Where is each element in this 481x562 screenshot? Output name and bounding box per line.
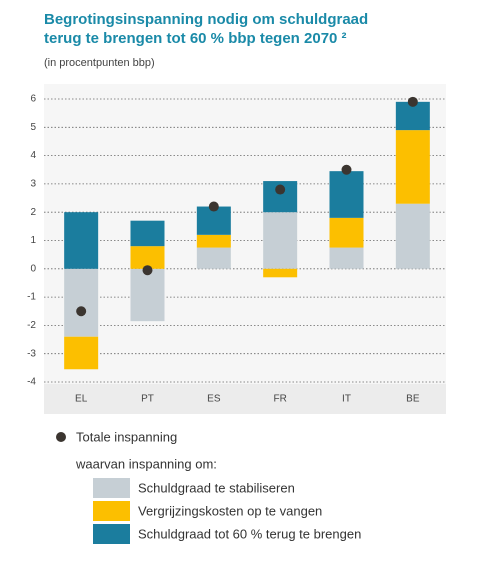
- total-dot: [142, 265, 153, 276]
- legend-label: Schuldgraad te stabiliseren: [138, 480, 295, 495]
- total-dot: [76, 306, 87, 317]
- bar-segment: [329, 171, 364, 218]
- chart-title: Begrotingsinspanning nodig om schuldgraa…: [44, 11, 368, 28]
- total-dot: [275, 184, 286, 195]
- bar-segment: [395, 203, 430, 269]
- y-tick-label: 5: [30, 122, 36, 133]
- x-tick-label: IT: [342, 394, 351, 405]
- y-tick-label: -3: [27, 348, 36, 359]
- y-tick-label: 3: [30, 179, 36, 190]
- x-tick-label: ES: [207, 394, 221, 405]
- bar-segment: [395, 130, 430, 204]
- legend-dot: [56, 432, 66, 442]
- bar-segment: [329, 247, 364, 269]
- bar-segment: [196, 247, 231, 269]
- y-tick-label: 2: [30, 207, 36, 218]
- legend-swatch: [93, 501, 130, 521]
- plot-background: [44, 84, 446, 414]
- bar-segment: [263, 212, 298, 269]
- bar-segment: [263, 268, 298, 278]
- legend-label: Schuldgraad tot 60 % terug te brengen: [138, 526, 361, 541]
- y-tick-label: 4: [30, 150, 36, 161]
- legend-swatch: [93, 524, 130, 544]
- bar-segment: [130, 268, 165, 322]
- total-dot: [407, 96, 418, 107]
- chart-title: terug te brengen tot 60 % bbp tegen 2070…: [44, 30, 347, 47]
- bar-segment: [64, 336, 99, 370]
- x-tick-label: FR: [273, 394, 286, 405]
- bar-segment: [130, 220, 165, 247]
- bar-segment: [64, 268, 99, 337]
- chart-subtitle: (in procentpunten bbp): [44, 57, 155, 69]
- total-dot: [208, 201, 219, 212]
- legend-label: Vergrijzingskosten op te vangen: [138, 503, 322, 518]
- total-dot: [341, 164, 352, 175]
- y-tick-label: 1: [30, 235, 36, 246]
- y-tick-label: 0: [30, 263, 36, 274]
- legend-swatch: [93, 478, 130, 498]
- bar-segment: [64, 212, 99, 269]
- y-tick-label: -2: [27, 320, 36, 331]
- x-tick-label: BE: [406, 394, 420, 405]
- legend-label: Totale inspanning: [76, 429, 177, 444]
- y-tick-label: -1: [27, 292, 36, 303]
- label-band: [44, 384, 446, 414]
- x-tick-label: PT: [141, 394, 154, 405]
- y-tick-label: 6: [30, 94, 36, 105]
- bar-segment: [196, 234, 231, 248]
- x-tick-label: EL: [75, 394, 88, 405]
- legend-subheading: waarvan inspanning om:: [75, 456, 217, 471]
- y-tick-label: -4: [27, 377, 36, 388]
- bar-segment: [130, 246, 165, 269]
- bar-segment: [329, 217, 364, 248]
